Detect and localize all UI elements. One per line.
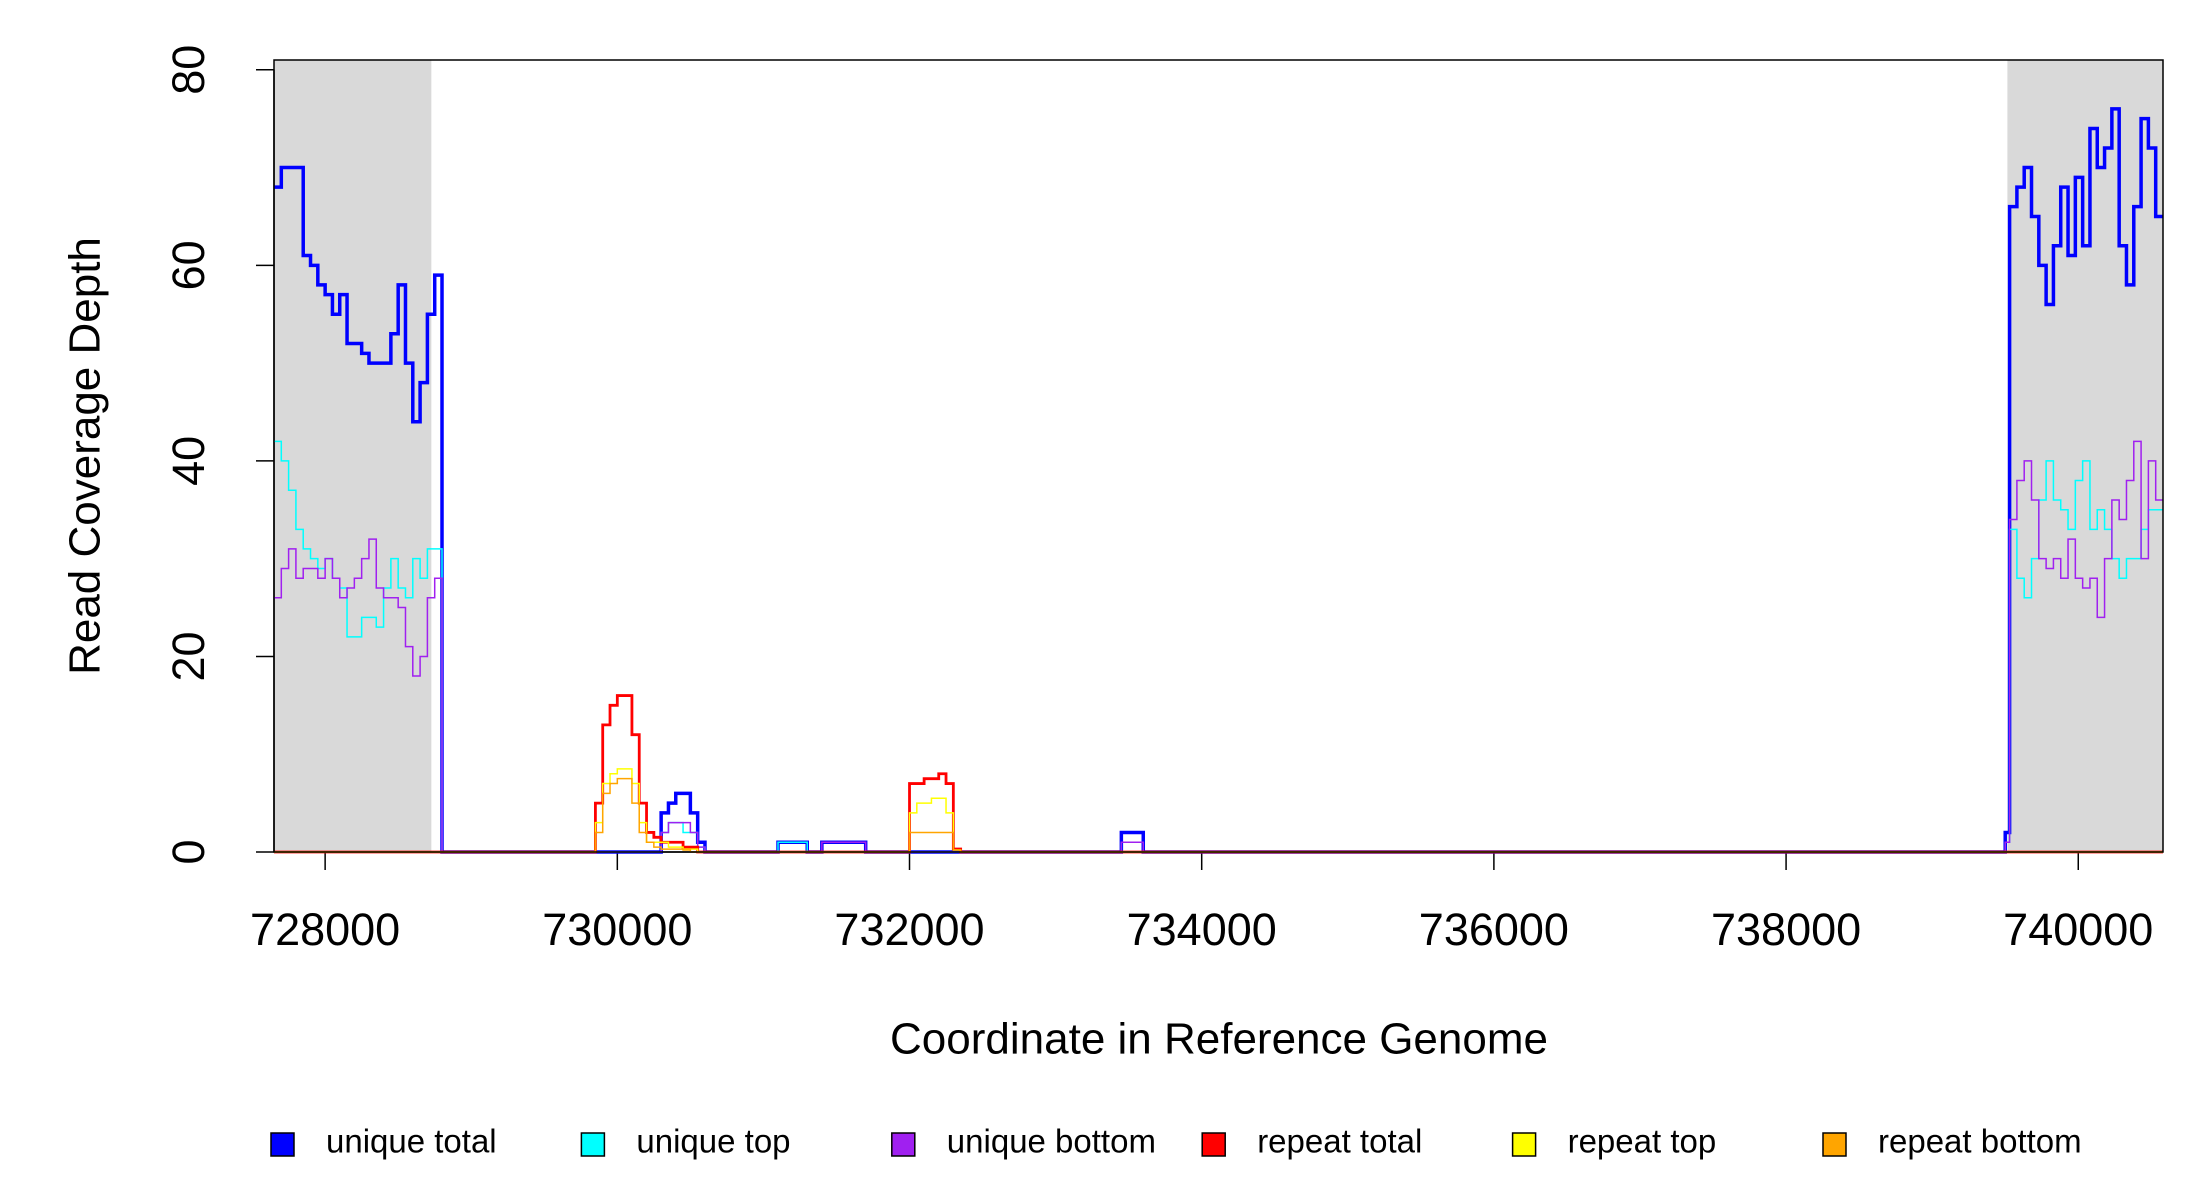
x-tick-label: 740000: [2003, 904, 2153, 955]
x-tick-label: 732000: [834, 904, 984, 955]
x-axis-label: Coordinate in Reference Genome: [890, 1015, 1548, 1064]
series-line: [274, 440, 2163, 853]
legend-label: repeat total: [1257, 1123, 1422, 1160]
legend-label: unique total: [326, 1123, 497, 1160]
x-tick-label: 728000: [250, 904, 400, 955]
legend-swatch: [1822, 1132, 1847, 1157]
series-line: [274, 694, 2163, 854]
legend-label: unique bottom: [947, 1123, 1156, 1160]
series-line: [274, 768, 2163, 853]
y-axis-label: Read Coverage Depth: [61, 237, 110, 675]
y-tick-label: 0: [163, 839, 214, 864]
plot-frame: [273, 59, 2164, 853]
legend-swatch: [580, 1132, 606, 1157]
legend-label: repeat bottom: [1878, 1123, 2082, 1160]
shaded-region: [274, 60, 432, 852]
x-tick-label: 730000: [542, 904, 692, 955]
legend-swatch: [1511, 1132, 1537, 1157]
series-line: [274, 107, 2163, 854]
y-tick-label: 60: [163, 240, 214, 290]
x-tick-label: 736000: [1419, 904, 1569, 955]
y-tick-label: 80: [163, 45, 214, 95]
legend-swatch: [1201, 1132, 1226, 1157]
x-tick-label: 738000: [1711, 904, 1861, 955]
legend-label: repeat top: [1568, 1123, 1717, 1160]
legend-label: unique top: [636, 1123, 790, 1160]
legend-swatch: [270, 1132, 295, 1157]
series-line: [274, 777, 2163, 853]
shaded-region: [2007, 60, 2163, 852]
y-tick-label: 20: [163, 631, 214, 681]
legend-swatch: [891, 1132, 916, 1157]
y-tick-label: 40: [163, 436, 214, 486]
x-tick-label: 734000: [1127, 904, 1277, 955]
series-line: [274, 440, 2163, 853]
